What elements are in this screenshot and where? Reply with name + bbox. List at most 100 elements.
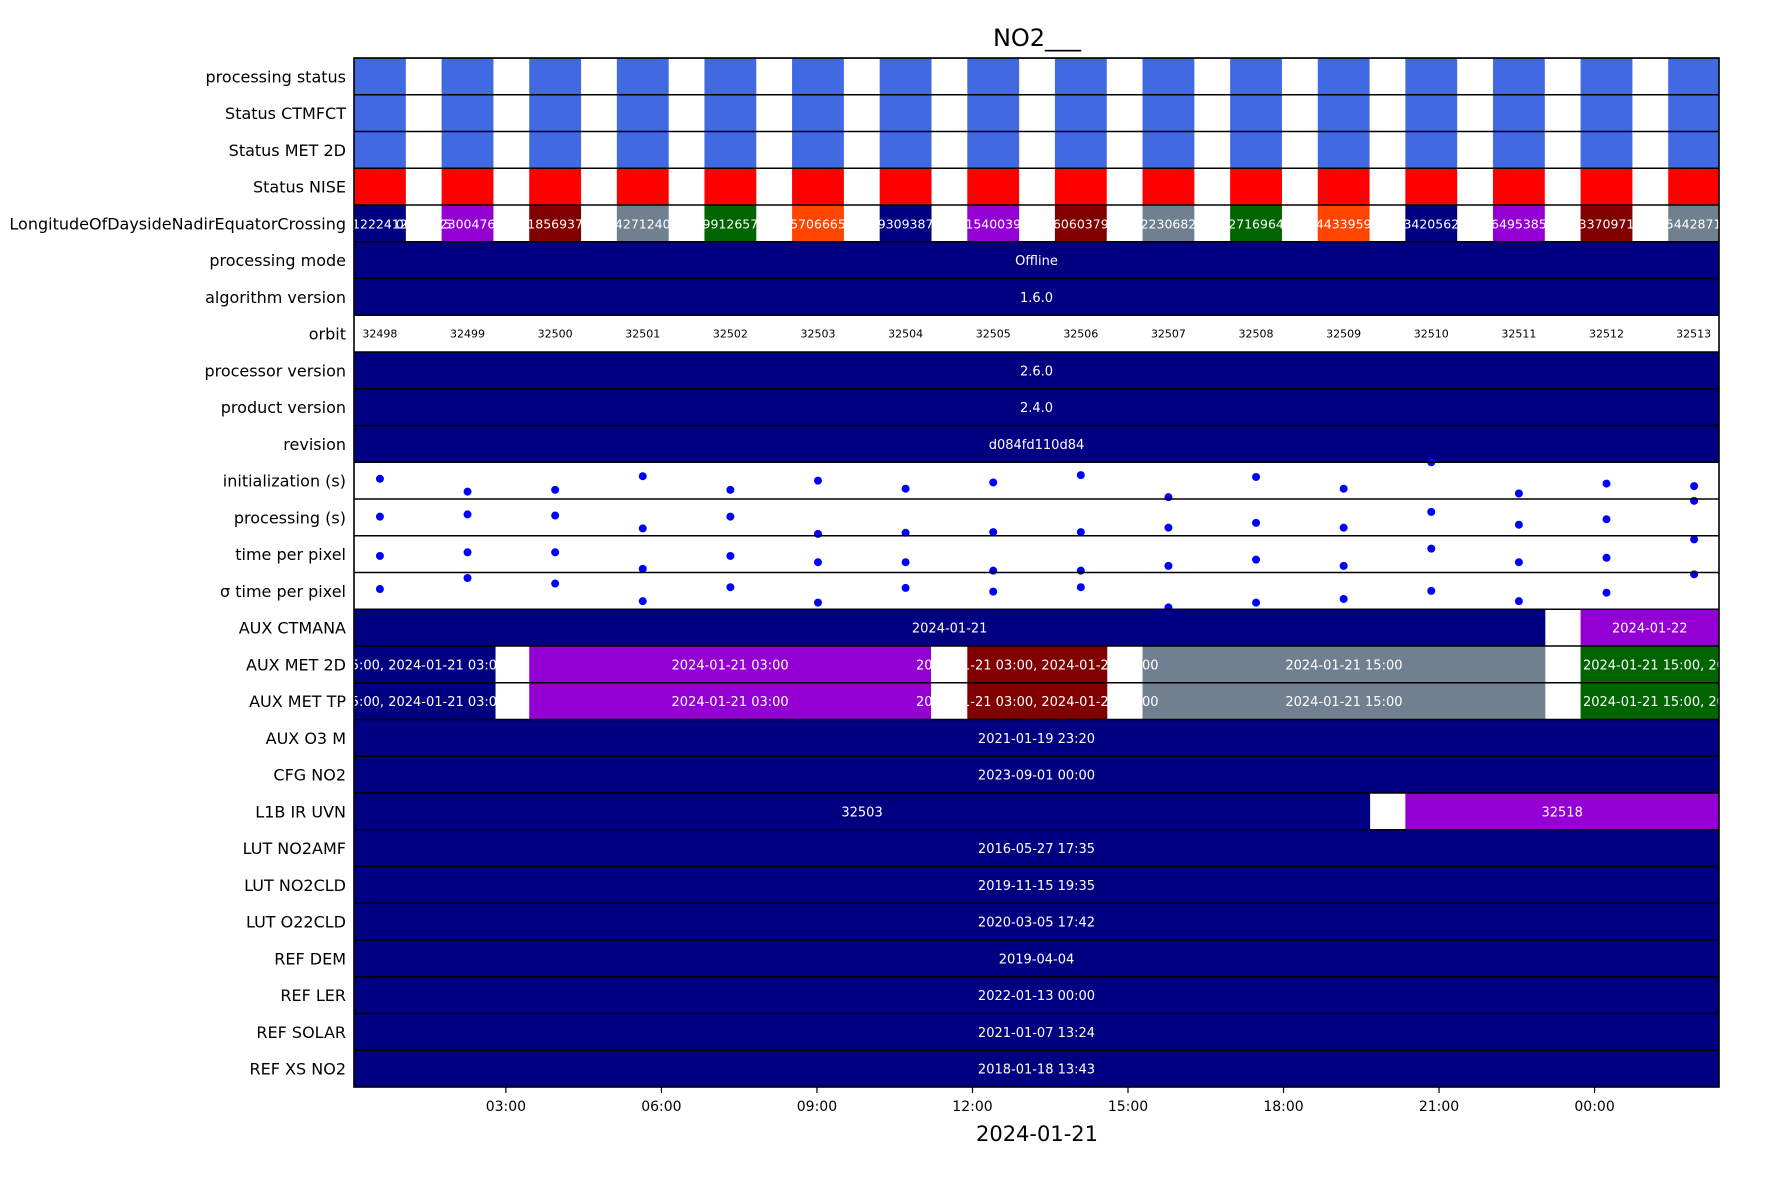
data-point	[1602, 515, 1611, 524]
row-label: LUT O22CLD	[246, 913, 346, 932]
data-point	[551, 579, 560, 588]
x-tick-label: 00:00	[1574, 1099, 1614, 1115]
segment-label: 2018-01-18 13:43	[978, 1063, 1095, 1078]
data-point	[1164, 561, 1173, 570]
row-label: initialization (s)	[223, 472, 346, 491]
orbit-number: 32500	[538, 328, 573, 341]
orbit-bar	[441, 58, 494, 95]
segment-label: 2022-01-13 00:00	[978, 989, 1095, 1004]
orbit-bar	[1317, 131, 1370, 169]
orbit-bar	[792, 205, 844, 242]
orbit-bar	[1054, 94, 1107, 132]
data-point	[1252, 598, 1261, 607]
orbit-bar	[879, 168, 932, 205]
data-point	[1602, 479, 1611, 488]
orbit-bar	[1230, 58, 1282, 95]
data-point	[1514, 558, 1523, 567]
orbit-number: 32502	[713, 328, 748, 341]
orbit-bar	[1405, 58, 1458, 95]
data-point	[1690, 496, 1699, 505]
row-label: processing (s)	[234, 508, 346, 527]
orbit-bar	[1492, 58, 1545, 95]
row-label: REF XS NO2	[250, 1060, 346, 1079]
data-point	[1076, 471, 1085, 480]
data-point	[1690, 482, 1699, 491]
row-label: AUX MET TP	[249, 692, 346, 711]
row-label: REF LER	[280, 986, 346, 1005]
orbit-bar	[1668, 205, 1719, 242]
rows-layer: 1222412 2300476 1856937 4271240 9912657 57066…	[354, 58, 1719, 1087]
orbit-bar	[354, 168, 406, 205]
segment-label: 2024-01-21 03:00, 2024-01-21 15:00	[916, 695, 1159, 710]
segment-label: 2021-01-07 13:24	[978, 1026, 1095, 1041]
x-tick-label: 21:00	[1419, 1099, 1459, 1115]
data-point	[726, 512, 735, 521]
orbit-bar	[1668, 168, 1719, 205]
data-point	[813, 598, 822, 607]
orbit-bar	[1054, 205, 1107, 242]
orbit-bar	[1054, 131, 1107, 169]
orbit-bar	[441, 205, 494, 242]
data-point	[813, 558, 822, 567]
orbit-number: 32505	[976, 328, 1011, 341]
row-label: AUX MET 2D	[246, 655, 346, 674]
data-point	[375, 551, 384, 560]
orbit-bar	[1580, 58, 1633, 95]
segment-bar	[354, 793, 1371, 830]
orbit-bar	[1668, 131, 1719, 169]
orbit-bar	[1405, 94, 1458, 132]
row-26: 2021-01-07 13:24	[354, 1012, 1719, 1051]
data-point	[463, 548, 472, 557]
data-point	[375, 585, 384, 594]
data-point	[1339, 484, 1348, 493]
orbit-bar	[354, 131, 406, 169]
row-label: AUX CTMANA	[239, 619, 346, 638]
row-label: L1B IR UVN	[255, 802, 346, 821]
x-tick-label: 15:00	[1108, 1099, 1148, 1115]
orbit-number: 32510	[1414, 328, 1449, 341]
row-6: 1.6.0	[354, 277, 1719, 316]
segment-bar	[1580, 646, 1719, 683]
data-point	[1339, 523, 1348, 532]
row-label: Status CTMFCT	[225, 104, 346, 123]
row-13	[354, 535, 1719, 575]
orbit-bar	[1668, 94, 1719, 132]
row-label: AUX O3 M	[266, 729, 346, 748]
data-point	[551, 548, 560, 557]
orbit-bar	[879, 94, 932, 132]
segment-label: 2024-01-21 03:00	[672, 658, 789, 673]
orbit-bar	[1142, 94, 1195, 132]
orbit-bar	[967, 94, 1020, 132]
orbit-value-label: 1540039	[965, 216, 1021, 231]
segment-bar	[354, 278, 1719, 316]
orbit-bar	[529, 168, 582, 205]
plot-frame	[353, 57, 1720, 1088]
orbit-bar	[879, 131, 932, 169]
segment-label: 1.6.0	[1020, 291, 1053, 306]
x-tick-label: 03:00	[486, 1099, 526, 1115]
x-tick-label: 06:00	[641, 1099, 681, 1115]
row-18: 2021-01-19 23:20	[354, 718, 1719, 757]
data-point	[813, 476, 822, 485]
orbit-bar	[1580, 205, 1633, 242]
orbit-bar	[441, 94, 494, 132]
x-tick-label: 09:00	[797, 1099, 837, 1115]
x-axis: 03:00 06:00 09:00 12:00 15:00 18:00 21:00 00:00	[353, 57, 1720, 1115]
orbit-bar	[1054, 168, 1107, 205]
orbit-bar	[1492, 168, 1545, 205]
orbit-bar	[967, 205, 1020, 242]
row-4: 1222412 2300476 1856937 4271240 9912657 57066…	[354, 204, 1719, 242]
orbit-number: 32498	[362, 328, 397, 341]
orbit-bar	[704, 131, 757, 169]
orbit-bar	[704, 58, 757, 95]
segment-label: 2024-01-21 15:00	[1285, 695, 1402, 710]
orbit-bar	[1668, 58, 1719, 95]
orbit-bar	[441, 168, 494, 205]
orbit-value-label: 6060379	[1053, 216, 1109, 231]
orbit-bar	[529, 205, 582, 242]
orbit-number: 32503	[800, 328, 835, 341]
row-label: REF SOLAR	[256, 1023, 346, 1042]
row-7: 32498 32499 32500 32501 32502 32503 32504 32505…	[354, 314, 1719, 341]
orbit-bar	[704, 205, 757, 242]
orbit-bar	[616, 94, 669, 132]
